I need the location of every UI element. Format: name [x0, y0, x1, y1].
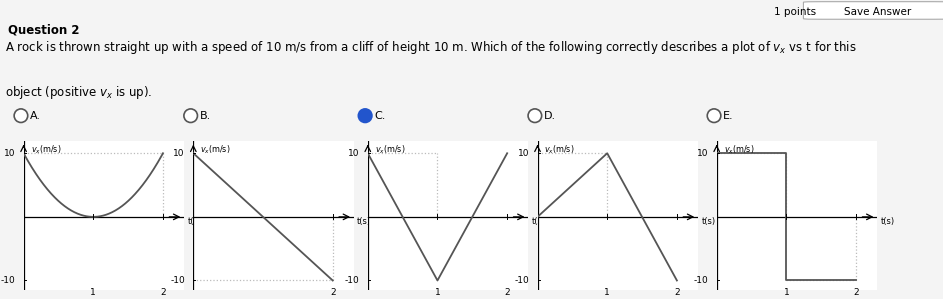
Text: -10: -10	[514, 276, 529, 285]
Text: -10: -10	[693, 276, 708, 285]
Circle shape	[358, 109, 372, 123]
Text: 10: 10	[348, 149, 359, 158]
Text: $v_x$(m/s): $v_x$(m/s)	[30, 144, 61, 156]
Text: 10: 10	[697, 149, 708, 158]
Text: 2: 2	[505, 288, 510, 297]
Text: -10: -10	[170, 276, 185, 285]
Text: 10: 10	[4, 149, 15, 158]
Text: B.: B.	[200, 111, 211, 121]
Text: Question 2: Question 2	[8, 24, 79, 36]
FancyBboxPatch shape	[803, 2, 943, 19]
Circle shape	[14, 109, 27, 123]
Text: 2: 2	[853, 288, 859, 297]
Text: t(s): t(s)	[532, 217, 546, 226]
Text: t(s): t(s)	[357, 217, 372, 226]
Text: 2: 2	[160, 288, 166, 297]
Text: $v_x$(m/s): $v_x$(m/s)	[200, 144, 231, 156]
Text: $v_x$(m/s): $v_x$(m/s)	[374, 144, 405, 156]
Text: D.: D.	[544, 111, 556, 121]
Text: t(s): t(s)	[702, 217, 716, 226]
Text: 10: 10	[174, 149, 185, 158]
Circle shape	[184, 109, 197, 123]
Text: C.: C.	[374, 111, 386, 121]
Text: 1: 1	[435, 288, 440, 297]
Text: -10: -10	[344, 276, 359, 285]
Text: t(s): t(s)	[188, 217, 202, 226]
Text: E.: E.	[723, 111, 734, 121]
Text: 1: 1	[604, 288, 610, 297]
Text: 1 points: 1 points	[773, 7, 816, 16]
Text: $v_x$(m/s): $v_x$(m/s)	[723, 144, 754, 156]
Circle shape	[707, 109, 720, 123]
Text: object (positive $v_x$ is up).: object (positive $v_x$ is up).	[5, 83, 152, 100]
Text: $v_x$(m/s): $v_x$(m/s)	[544, 144, 575, 156]
Text: 2: 2	[674, 288, 680, 297]
Text: Save Answer: Save Answer	[844, 7, 912, 16]
Text: A.: A.	[30, 111, 41, 121]
Text: t(s): t(s)	[881, 217, 895, 226]
Text: 1: 1	[784, 288, 789, 297]
Text: -10: -10	[0, 276, 15, 285]
Text: 10: 10	[518, 149, 529, 158]
Circle shape	[528, 109, 541, 123]
Text: 1: 1	[91, 288, 96, 297]
Text: A rock is thrown straight up with a speed of 10 m/s from a cliff of height 10 m.: A rock is thrown straight up with a spee…	[5, 39, 856, 56]
Text: 2: 2	[330, 288, 336, 297]
